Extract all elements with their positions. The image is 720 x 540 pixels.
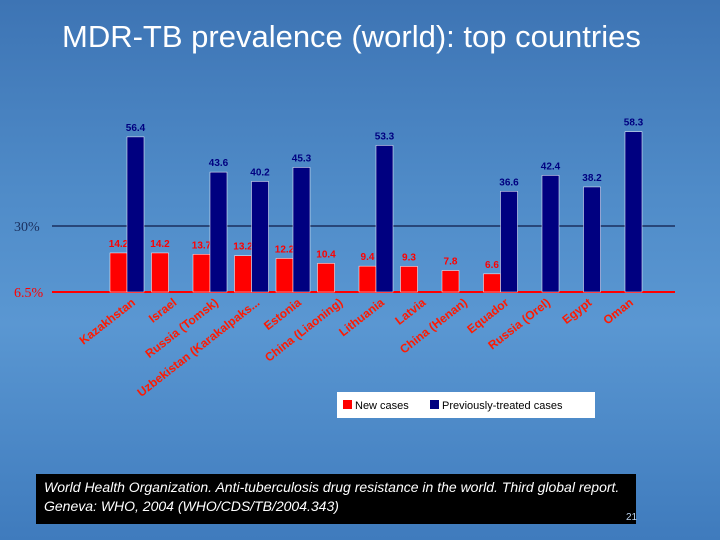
bar-previously-treated xyxy=(583,186,601,293)
reference-line-label: 30% xyxy=(14,220,40,235)
bar-previously-treated xyxy=(292,167,311,293)
category-label: Oman xyxy=(600,295,635,327)
bar-new-cases xyxy=(317,263,335,293)
data-label: 58.3 xyxy=(624,118,644,129)
data-label: 7.8 xyxy=(444,257,458,268)
data-label: 14.2 xyxy=(109,239,129,250)
bar-new-cases xyxy=(358,265,377,293)
bar-new-cases xyxy=(275,258,294,293)
bar-previously-treated xyxy=(375,145,394,293)
slide-number: 21 xyxy=(626,512,638,523)
data-label: 13.7 xyxy=(192,240,212,251)
bar-new-cases xyxy=(192,254,211,293)
bar-previously-treated xyxy=(126,136,145,293)
bar-previously-treated xyxy=(500,191,518,293)
data-label: 6.6 xyxy=(485,260,499,271)
data-label: 13.2 xyxy=(233,242,253,253)
legend-label: Previously-treated cases xyxy=(442,400,563,412)
category-label: China (Liaoning) xyxy=(262,295,345,364)
slide-title: MDR-TB prevalence (world): top countries xyxy=(62,19,641,54)
data-label: 9.3 xyxy=(402,252,416,263)
data-label: 12.2 xyxy=(275,244,295,255)
bar-previously-treated xyxy=(251,181,269,293)
legend-label: New cases xyxy=(355,400,409,412)
data-label: 40.2 xyxy=(250,167,270,178)
data-label: 56.4 xyxy=(126,123,146,134)
data-label: 38.2 xyxy=(582,173,602,184)
category-label: Kazakhstan xyxy=(77,295,138,347)
bar-new-cases xyxy=(109,252,128,293)
data-label: 14.2 xyxy=(150,239,170,250)
reference-line-label: 6.5% xyxy=(14,286,44,301)
bar-previously-treated xyxy=(624,131,643,293)
legend-box xyxy=(337,392,595,418)
data-label: 9.4 xyxy=(361,252,375,263)
data-label: 45.3 xyxy=(292,153,312,164)
data-label: 10.4 xyxy=(316,249,336,260)
bar-new-cases xyxy=(151,252,169,293)
category-label: Israel xyxy=(146,295,179,325)
bar-new-cases xyxy=(441,270,460,293)
bar-previously-treated xyxy=(541,175,560,293)
bar-previously-treated xyxy=(209,171,228,293)
data-label: 42.4 xyxy=(541,161,561,172)
data-label: 53.3 xyxy=(375,131,395,142)
bar-new-cases xyxy=(234,255,252,293)
citation-box: World Health Organization. Anti-tubercul… xyxy=(36,474,636,524)
data-label: 43.6 xyxy=(209,158,229,169)
legend-swatch xyxy=(343,400,352,409)
category-label: Lithuania xyxy=(336,295,387,339)
legend-swatch xyxy=(430,400,439,409)
category-label: Latvia xyxy=(392,295,428,328)
category-label: Egypt xyxy=(559,295,594,327)
bar-new-cases xyxy=(400,266,418,293)
data-label: 36.6 xyxy=(499,177,519,188)
bar-new-cases xyxy=(483,273,501,293)
